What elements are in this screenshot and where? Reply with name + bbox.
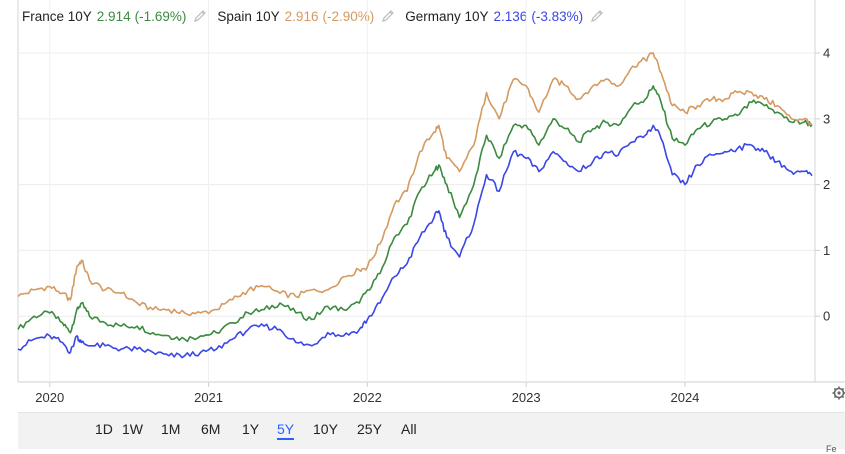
y-tick-label: 4	[823, 46, 830, 61]
legend-value: 2.916	[284, 8, 319, 24]
corner-label: Fe	[826, 444, 837, 454]
legend-value: 2.136	[493, 8, 528, 24]
series-line	[17, 124, 813, 359]
range-button-25y[interactable]: 25Y	[357, 421, 382, 437]
range-button-1d[interactable]: 1D	[95, 421, 113, 437]
y-tick-label: 1	[823, 243, 830, 258]
x-tick-label: 2023	[512, 390, 541, 405]
range-button-6m[interactable]: 6M	[201, 421, 221, 437]
x-tick-label: 2021	[194, 390, 223, 405]
chart-legend: France 10Y 2.914 (-1.69%) Spain 10Y 2.916 (-2…	[22, 5, 614, 27]
legend-change: (-2.90%)	[322, 8, 375, 24]
range-button-1y[interactable]: 1Y	[242, 421, 260, 437]
range-button-10y[interactable]: 10Y	[313, 421, 338, 437]
time-range-bar: 1D 1W 1M 6M 1Y 5Y 10Y 25Y All	[18, 412, 845, 449]
range-button-1w[interactable]: 1W	[122, 421, 143, 437]
legend-item[interactable]: France 10Y 2.914 (-1.69%)	[22, 9, 207, 24]
legend-value: 2.914	[96, 8, 131, 24]
x-tick-label: 2022	[353, 390, 382, 405]
x-tick-label: 2024	[670, 390, 699, 405]
legend-item[interactable]: Germany 10Y 2.136 (-3.83%)	[405, 9, 604, 24]
y-tick-label: 3	[823, 111, 830, 126]
pencil-icon[interactable]	[590, 9, 604, 23]
legend-label: France 10Y	[22, 8, 92, 24]
gear-icon[interactable]	[832, 386, 845, 400]
series-line	[17, 85, 813, 343]
legend-item[interactable]: Spain 10Y 2.916 (-2.90%)	[217, 9, 395, 24]
y-tick-label: 0	[823, 309, 830, 324]
x-tick-label: 2020	[35, 390, 64, 405]
legend-label: Spain 10Y	[217, 8, 280, 24]
pencil-icon[interactable]	[193, 9, 207, 23]
axis-layer: 4 3 2 1 0 2020 2021 2022 2023 2024	[35, 46, 830, 405]
legend-label: Germany 10Y	[405, 8, 489, 24]
series-line	[17, 51, 813, 317]
pencil-icon[interactable]	[381, 9, 395, 23]
legend-change: (-1.69%)	[134, 8, 187, 24]
range-button-all[interactable]: All	[401, 421, 417, 437]
grid-layer	[17, 0, 845, 383]
legend-change: (-3.83%)	[531, 8, 584, 24]
y-tick-label: 2	[823, 177, 830, 192]
series-layer	[17, 51, 813, 359]
range-button-5y[interactable]: 5Y	[277, 421, 295, 440]
range-button-1m[interactable]: 1M	[161, 421, 181, 437]
